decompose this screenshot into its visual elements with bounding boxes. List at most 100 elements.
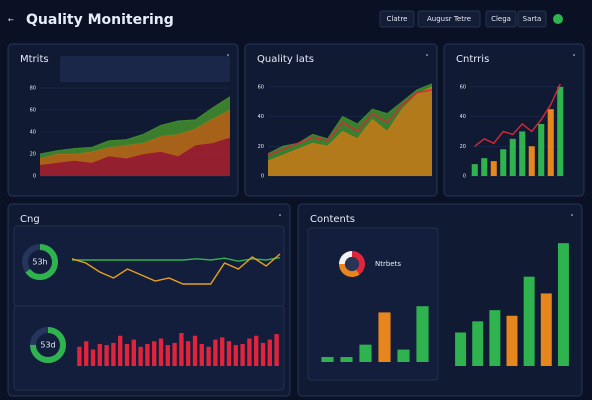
bar (254, 335, 259, 366)
bar (274, 334, 279, 366)
bar (557, 86, 564, 176)
panel-menu[interactable]: ˅ (278, 214, 282, 222)
page-title: Quality Monitering (26, 12, 174, 28)
panel-title: Cntrris (456, 54, 489, 65)
bar (111, 342, 116, 366)
header-control-label[interactable]: Augusr Tetre (427, 15, 471, 23)
bar (247, 338, 252, 366)
bar (240, 344, 245, 366)
back-arrow[interactable]: ← (8, 16, 14, 24)
donut-label: 53d (40, 341, 55, 350)
header-control-label[interactable]: Sarta (523, 15, 542, 23)
bar (500, 149, 507, 176)
plots: 0 20 40 60 80 0 20 40 60 0 20 40 60 53h 53d Ntrbets (22, 83, 569, 366)
bar (213, 339, 218, 366)
header-control[interactable] (417, 10, 481, 28)
bar (199, 344, 204, 366)
bar (490, 161, 497, 176)
bar (192, 335, 198, 366)
status-dot[interactable] (553, 14, 563, 24)
bar (172, 342, 177, 366)
line (71, 253, 281, 285)
panel-menu[interactable]: ˅ (572, 54, 576, 62)
bar (84, 341, 89, 366)
bar (359, 344, 372, 362)
y-tick-label: 80 (30, 86, 36, 92)
bar (506, 315, 518, 366)
pie-label: Ntrbets (375, 260, 401, 268)
bar (124, 344, 130, 366)
bar (226, 341, 232, 366)
bar (118, 335, 123, 366)
panel-title: Quality lats (257, 54, 314, 65)
area-fill (40, 137, 230, 176)
bar (77, 346, 82, 366)
bar (540, 293, 552, 366)
bar (472, 321, 484, 366)
header-control[interactable] (485, 10, 517, 28)
area-fill (268, 86, 432, 176)
bar (455, 332, 467, 366)
bar (260, 342, 266, 366)
header-control-label[interactable]: Clega (491, 15, 511, 23)
bar (416, 306, 429, 362)
bar (321, 357, 334, 362)
bar (104, 345, 109, 366)
pie-center (344, 256, 360, 272)
legend-box (60, 56, 230, 82)
bar (152, 341, 157, 366)
area-fill (40, 96, 230, 159)
y-tick-label: 0 (261, 174, 264, 180)
bar (547, 109, 554, 176)
bar (131, 339, 136, 366)
donut-arc (30, 327, 66, 363)
bar (471, 164, 478, 176)
y-tick-label: 60 (460, 84, 466, 90)
bar (528, 146, 535, 176)
bar (489, 310, 501, 366)
bar (220, 337, 225, 366)
y-tick-label: 60 (258, 84, 264, 90)
y-tick-label: 40 (258, 114, 264, 120)
panel-menu[interactable]: ˅ (570, 214, 574, 222)
line (267, 89, 433, 156)
panel-menu[interactable]: ˅ (425, 54, 429, 62)
bar (519, 131, 526, 176)
bar (186, 341, 191, 366)
header-control[interactable] (379, 10, 415, 28)
bar (557, 243, 569, 366)
y-tick-label: 0 (33, 174, 36, 180)
bar (538, 124, 545, 176)
panel-title: Cng (20, 214, 40, 225)
y-tick-label: 40 (460, 114, 466, 120)
bar (233, 345, 238, 366)
bar (179, 333, 184, 366)
header-control[interactable] (517, 10, 547, 28)
header-control-label[interactable]: Clatre (387, 15, 408, 23)
bar (158, 338, 164, 366)
bar (378, 312, 391, 362)
bar (481, 158, 488, 176)
area-edge (39, 96, 231, 155)
bar (267, 339, 272, 366)
y-tick-label: 40 (30, 130, 36, 136)
panel-title: Mtrits (20, 54, 49, 65)
bar (97, 344, 102, 366)
bar (340, 357, 353, 362)
bar (165, 345, 170, 366)
line (474, 83, 561, 147)
y-tick-label: 20 (460, 144, 466, 150)
bar (509, 138, 516, 176)
donut-arc (22, 244, 58, 280)
y-tick-label: 0 (463, 174, 466, 180)
y-tick-label: 60 (30, 108, 36, 114)
panel-title: Contents (310, 214, 355, 225)
area-fill (40, 110, 230, 165)
bar (138, 346, 143, 366)
bar (523, 276, 535, 366)
bar (145, 344, 150, 366)
donut-label: 53h (32, 258, 47, 267)
bar (206, 346, 211, 366)
